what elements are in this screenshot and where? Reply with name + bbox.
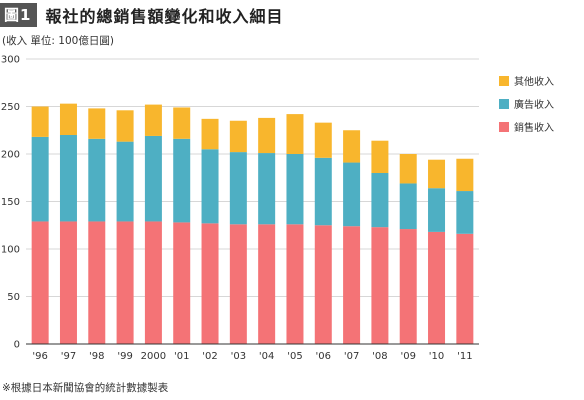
legend-label: 銷售收入: [514, 123, 554, 134]
bar-segment-other: [116, 110, 134, 142]
x-tick-label: '97: [61, 351, 76, 362]
bar-segment-advertising: [428, 188, 446, 232]
x-tick-label: 2000: [141, 351, 166, 362]
chart-legend: 其他收入廣告收入銷售收入: [499, 74, 554, 143]
bar-segment-other: [371, 140, 389, 173]
bars: [31, 103, 474, 344]
bar-segment-sales: [59, 221, 77, 344]
bar-segment-sales: [343, 226, 361, 344]
x-tick-label: '11: [457, 351, 472, 362]
bar-segment-advertising: [399, 183, 417, 230]
x-tick-label: '99: [117, 351, 132, 362]
figure-number-badge: 圖1: [0, 3, 38, 27]
bar-segment-sales: [286, 224, 304, 344]
bar-segment-advertising: [201, 149, 219, 224]
unit-note: (收入 單位: 100億日圓): [2, 35, 114, 47]
bar-segment-other: [314, 122, 332, 158]
legend-swatch: [499, 98, 509, 109]
bar-segment-advertising: [456, 191, 474, 234]
y-tick-label: 100: [1, 245, 20, 256]
bar-segment-sales: [144, 221, 162, 344]
bar-segment-sales: [173, 222, 191, 344]
bar-segment-sales: [258, 224, 276, 344]
source-note: ※根據日本新聞協會的統計數據製表: [2, 382, 169, 394]
legend-label: 其他收入: [514, 77, 554, 88]
bar-segment-advertising: [371, 173, 389, 228]
legend-item: 銷售收入: [499, 120, 554, 134]
bar-segment-advertising: [31, 136, 49, 222]
bar-segment-other: [144, 104, 162, 136]
bar-segment-other: [258, 117, 276, 154]
legend-item: 廣告收入: [499, 97, 554, 111]
x-tick-label: '10: [429, 351, 444, 362]
bar-segment-other: [399, 154, 417, 184]
legend-swatch: [499, 121, 509, 132]
bar-segment-sales: [371, 227, 389, 344]
bar-segment-other: [456, 158, 474, 192]
bar-segment-advertising: [286, 154, 304, 225]
x-tick-label: '96: [32, 351, 47, 362]
bar-segment-other: [343, 130, 361, 163]
bar-segment-advertising: [88, 138, 106, 222]
bar-segment-advertising: [229, 152, 247, 225]
bar-segment-other: [31, 106, 49, 137]
bar-segment-sales: [399, 229, 417, 344]
x-tick-label: '04: [259, 351, 274, 362]
bar-segment-sales: [428, 231, 446, 344]
y-tick-label: 50: [7, 292, 20, 303]
bar-segment-advertising: [258, 153, 276, 225]
legend-swatch: [499, 75, 509, 86]
bar-segment-sales: [314, 225, 332, 344]
bar-segment-sales: [31, 221, 49, 344]
y-tick-label: 150: [1, 197, 20, 208]
bar-segment-sales: [456, 233, 474, 344]
bar-segment-advertising: [116, 141, 134, 222]
bar-segment-sales: [229, 224, 247, 344]
legend-label: 廣告收入: [514, 100, 554, 111]
bar-segment-other: [201, 118, 219, 150]
x-tick-label: '07: [344, 351, 359, 362]
axes: 0 50 100 150 200 250 300 '96 '97 '98 '99 2000 '01 '02…: [1, 55, 479, 362]
x-tick-label: '08: [372, 351, 387, 362]
chart-title: 報社的總銷售額變化和收入細目: [45, 7, 284, 26]
bar-segment-sales: [201, 223, 219, 344]
bar-segment-advertising: [173, 138, 191, 223]
x-tick-label: '05: [287, 351, 302, 362]
x-tick-label: '02: [202, 351, 217, 362]
y-tick-label: 250: [1, 102, 20, 113]
bar-segment-other: [88, 108, 106, 139]
bar-segment-sales: [116, 221, 134, 344]
bar-segment-advertising: [314, 157, 332, 226]
bar-segment-other: [59, 103, 77, 135]
y-tick-label: 200: [1, 150, 20, 161]
bar-segment-other: [428, 159, 446, 189]
x-tick-label: '98: [89, 351, 104, 362]
x-tick-label: '03: [231, 351, 246, 362]
legend-item: 其他收入: [499, 74, 554, 88]
x-tick-label: '09: [400, 351, 415, 362]
chart-header: 圖1 報社的總銷售額變化和收入細目: [0, 3, 283, 27]
y-tick-label: 0: [14, 340, 20, 351]
bar-segment-other: [229, 120, 247, 153]
bar-segment-advertising: [59, 135, 77, 222]
y-tick-label: 300: [1, 55, 20, 66]
bar-segment-other: [173, 107, 191, 139]
x-tick-label: '06: [316, 351, 331, 362]
bar-segment-other: [286, 114, 304, 154]
bar-segment-advertising: [343, 162, 361, 227]
bar-segment-sales: [88, 221, 106, 344]
bar-segment-advertising: [144, 135, 162, 222]
x-tick-label: '01: [174, 351, 189, 362]
